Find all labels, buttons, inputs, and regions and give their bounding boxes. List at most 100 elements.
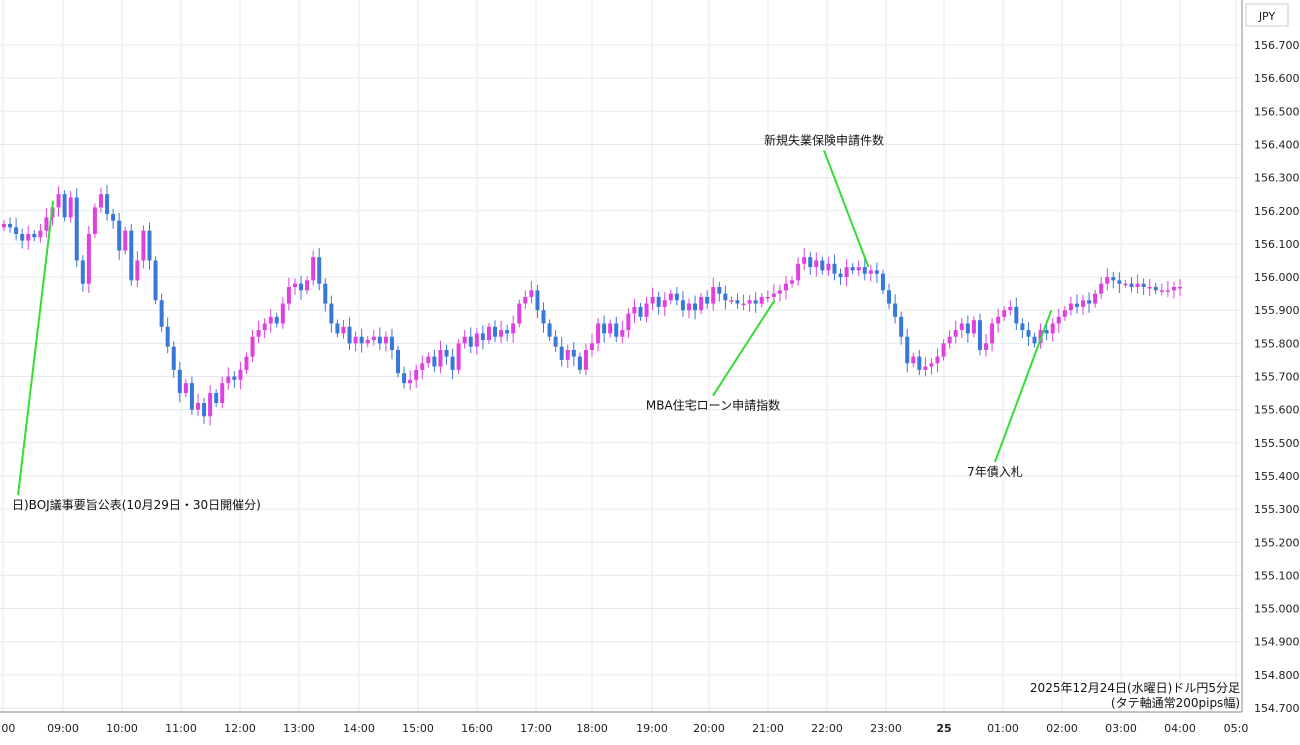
y-tick-label: 156.300 [1254, 172, 1300, 185]
candle [1165, 281, 1170, 297]
candle-body [856, 267, 861, 271]
candle [911, 352, 916, 368]
candle [1014, 297, 1019, 331]
candle [1050, 318, 1055, 342]
candle [323, 278, 328, 312]
candle [1141, 278, 1146, 295]
candle [614, 316, 619, 343]
x-tick-label: 14:00 [343, 722, 375, 735]
candle-body [450, 356, 455, 370]
annotation-label: MBA住宅ローン申請指数 [646, 398, 780, 413]
candle [329, 295, 334, 333]
candle-body [214, 393, 219, 404]
y-tick-label: 155.200 [1254, 536, 1300, 549]
candle [8, 217, 13, 233]
candle-body [80, 260, 85, 284]
candle-body [541, 310, 546, 324]
y-tick-label: 155.800 [1254, 337, 1300, 350]
candle-body [377, 336, 382, 344]
candle-body [826, 263, 831, 271]
candle [141, 225, 146, 269]
candle-body [711, 286, 716, 304]
candle [1153, 283, 1158, 295]
candle-body [917, 356, 922, 370]
candle-body [292, 283, 297, 287]
candle-body [323, 283, 328, 304]
candle [105, 184, 110, 221]
candle [86, 225, 91, 293]
candle-body [1026, 330, 1031, 337]
candle [1171, 281, 1176, 299]
candle-body [129, 230, 134, 281]
candle-body [959, 323, 964, 331]
candle-body [844, 267, 849, 278]
candle-body [305, 280, 310, 291]
candle [1002, 306, 1007, 321]
candle [444, 344, 449, 365]
x-tick-label: 20:00 [693, 722, 725, 735]
candle [311, 250, 316, 286]
candle-body [280, 303, 285, 324]
candle-body [426, 356, 431, 364]
candle-body [456, 343, 461, 370]
candle-body [268, 316, 273, 324]
candle-body [8, 224, 13, 228]
candle [644, 296, 649, 323]
candle [1123, 279, 1128, 288]
candle-body [626, 313, 631, 331]
candle-body [14, 227, 19, 234]
candle-body [311, 257, 316, 281]
candle [56, 186, 61, 217]
candle [486, 322, 491, 345]
candle [826, 257, 831, 276]
candle-body [208, 393, 213, 417]
candle [529, 281, 534, 304]
candle [183, 379, 188, 398]
candle [977, 313, 982, 356]
candle-body [44, 217, 49, 231]
candle [1008, 300, 1013, 316]
candle [717, 281, 722, 302]
candle [686, 298, 691, 319]
candle [535, 285, 540, 319]
candle-body [493, 326, 498, 337]
candle [359, 328, 364, 353]
candle [117, 212, 122, 260]
candle-body [620, 330, 625, 337]
candle [468, 327, 473, 354]
candle [1074, 294, 1079, 314]
candle-body [1074, 303, 1079, 307]
y-tick-label: 155.000 [1254, 603, 1300, 616]
candle-body [299, 283, 304, 291]
candle-body [929, 363, 934, 367]
candle [1147, 279, 1152, 297]
candle-body [796, 263, 801, 281]
candle-body [171, 346, 176, 370]
grid-lines [0, 0, 1242, 712]
candle [402, 366, 407, 389]
candle [38, 224, 43, 243]
candle-body [590, 343, 594, 350]
candle [705, 290, 710, 309]
candle-body [365, 340, 370, 344]
x-tick-label: 03:00 [1105, 722, 1137, 735]
candle [511, 315, 516, 343]
candle-body [699, 296, 704, 311]
candle [729, 296, 734, 305]
candle [62, 190, 67, 222]
candle [335, 319, 340, 338]
candle [26, 225, 31, 250]
candle [1129, 277, 1134, 293]
candle-body [899, 316, 904, 337]
candle [68, 190, 73, 223]
x-tick-label: 15:00 [402, 722, 434, 735]
y-tick-label: 155.300 [1254, 503, 1300, 516]
candle [838, 268, 843, 286]
candle-body [596, 323, 601, 344]
candle [1105, 267, 1110, 291]
candle-body [1111, 277, 1116, 281]
candle [850, 263, 855, 275]
candle [668, 289, 673, 305]
candle [280, 296, 285, 329]
candle-body [474, 333, 479, 347]
